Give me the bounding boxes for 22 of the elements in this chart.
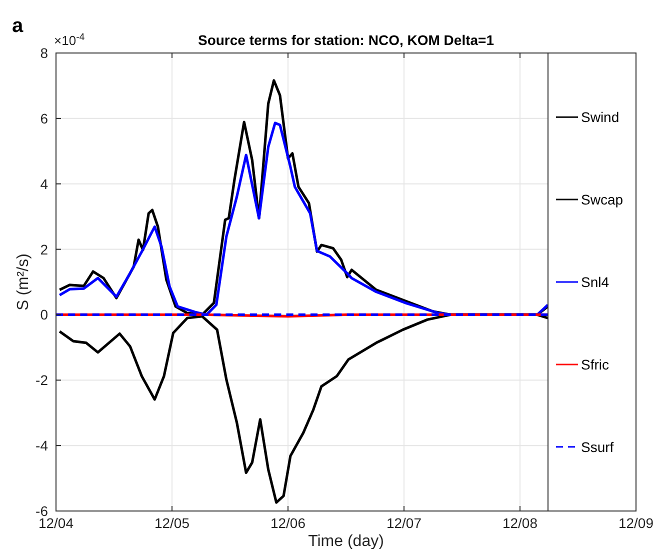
legend-label: Swind [581,109,620,126]
y-tick-label: 0 [40,306,48,323]
text: a [12,15,24,37]
y-axis-title: S (m²/s) [15,254,32,310]
y-tick-label: -2 [36,372,48,388]
y-tick-label: 6 [40,110,48,126]
y-tick-label: -4 [36,438,48,454]
legend-label: Sfric [581,356,609,372]
x-axis-title: Time (day) [308,533,384,550]
y-tick-label: 8 [40,45,48,61]
chart-title: Source terms for station: NCO, KOM Delta=1 [198,32,494,48]
x-tick-label: 12/09 [618,515,654,531]
text: ×10$^{-4}$ [54,32,86,48]
y-tick-label: 4 [40,176,48,192]
x-tick-label: 12/08 [502,515,538,531]
x-tick-label: 12/06 [270,515,306,531]
legend-label: Snl4 [581,274,610,290]
x-tick-label: 12/05 [154,515,190,531]
legend-label: Swcap [581,192,624,208]
y-tick-label: 2 [40,241,48,258]
legend-label: Ssurf [581,438,614,455]
x-tick-label: 12/07 [386,515,422,531]
